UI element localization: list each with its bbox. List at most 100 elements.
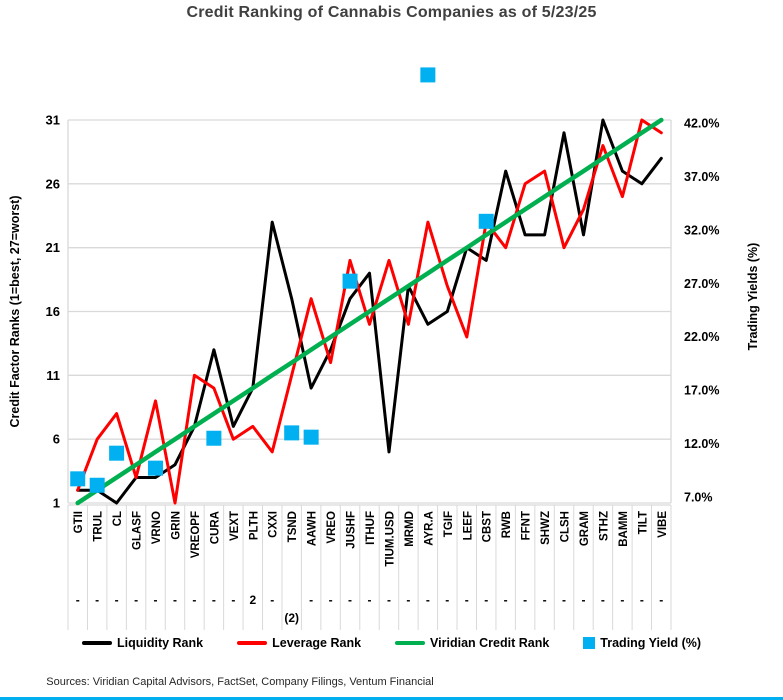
ticker-label: CXXI xyxy=(268,511,280,538)
trading-yield-point xyxy=(109,445,125,461)
ticker-label: VEXT xyxy=(229,511,241,541)
ticker-label: TIUM.USD xyxy=(384,511,396,567)
ticker-label: VREOPF xyxy=(190,511,202,558)
trading-yield-point xyxy=(206,430,222,446)
trading-yield-point xyxy=(342,273,358,289)
change-row-value: - xyxy=(270,593,274,607)
ticker-label: GTII xyxy=(73,511,85,533)
change-row-value: - xyxy=(601,593,605,607)
viridian-line-marker-icon xyxy=(395,641,426,645)
change-row-value: - xyxy=(504,593,508,607)
ticker-label: ITHUF xyxy=(365,511,377,545)
change-row-value: - xyxy=(543,593,547,607)
ticker-label: PLTH xyxy=(248,511,260,540)
change-row-value: - xyxy=(368,593,372,607)
right-axis-tick-label: 22.0% xyxy=(684,330,719,344)
right-axis-tick-label: 42.0% xyxy=(684,117,719,131)
legend-label: Viridian Credit Rank xyxy=(430,636,550,650)
ticker-label: GRAM xyxy=(579,511,591,546)
series-line-leverage-rank xyxy=(76,118,663,505)
ticker-label: TRUL xyxy=(93,511,105,542)
change-row-value: - xyxy=(426,593,430,607)
leverage-line-marker-icon xyxy=(237,641,268,645)
legend-item-viridian: Viridian Credit Rank xyxy=(395,636,549,650)
change-row-value: - xyxy=(76,593,80,607)
ticker-label: LEEF xyxy=(462,511,474,540)
ticker-label: TILT xyxy=(637,511,649,534)
left-axis-tick-label: 21 xyxy=(46,240,60,255)
left-axis-tick-label: 26 xyxy=(46,176,60,191)
legend-item-leverage: Leverage Rank xyxy=(237,636,361,650)
ticker-label: GRIN xyxy=(170,511,182,540)
trading-yield-point xyxy=(478,213,494,229)
change-row-value: - xyxy=(212,593,216,607)
ticker-label: RWB xyxy=(501,511,513,538)
right-axis-tick-label: 32.0% xyxy=(684,223,719,237)
change-row-value: - xyxy=(173,593,177,607)
change-row-value: - xyxy=(134,593,138,607)
change-row-value: - xyxy=(465,593,469,607)
left-axis-tick-label: 11 xyxy=(46,368,60,383)
chart-legend: Liquidity Rank Leverage Rank Viridian Cr… xyxy=(0,636,783,650)
ticker-label: BAMM xyxy=(618,511,630,547)
left-axis-tick-label: 1 xyxy=(53,496,60,511)
ticker-label: GLASF xyxy=(132,511,144,550)
change-row-value: - xyxy=(231,593,235,607)
right-axis-tick-label: 7.0% xyxy=(684,491,713,505)
legend-label: Liquidity Rank xyxy=(116,636,204,650)
right-axis-tick-label: 37.0% xyxy=(684,170,719,184)
ticker-label: VRNO xyxy=(151,511,163,544)
change-row-value: - xyxy=(562,593,566,607)
ticker-label: TSND xyxy=(287,511,299,542)
trading-yield-point xyxy=(70,471,86,487)
ticker-label: CLSH xyxy=(560,511,572,542)
ticker-label: VIBE xyxy=(657,511,669,538)
change-row-value: - xyxy=(115,593,119,607)
trading-yield-point xyxy=(89,477,105,493)
change-row-value: - xyxy=(406,593,410,607)
change-row-value: (2) xyxy=(284,611,299,625)
right-axis-tick-label: 27.0% xyxy=(684,277,719,291)
series-line-liquidity-rank xyxy=(76,118,663,505)
ticker-label: JUSHF xyxy=(346,511,358,549)
ticker-label: CBST xyxy=(482,511,494,542)
change-row-value: - xyxy=(445,593,449,607)
change-row-value: - xyxy=(640,593,644,607)
ticker-label: AAWH xyxy=(307,511,319,546)
ticker-label: TGIF xyxy=(443,511,455,537)
left-axis-title: Credit Factor Ranks (1=best, 27=worst) xyxy=(8,195,22,427)
change-row-value: - xyxy=(387,593,391,607)
right-axis-tick-label: 12.0% xyxy=(684,437,719,451)
right-axis-title: Trading Yields (%) xyxy=(746,243,760,351)
change-row-value: - xyxy=(348,593,352,607)
change-row-value: - xyxy=(659,593,663,607)
legend-label: Trading Yield (%) xyxy=(600,636,702,650)
legend-label: Leverage Rank xyxy=(272,636,362,650)
ticker-label: CURA xyxy=(209,511,221,544)
trading-yield-square-marker-icon xyxy=(583,637,596,649)
series-line-viridian-credit-rank xyxy=(75,117,664,506)
left-axis-tick-label: 31 xyxy=(46,113,60,128)
left-axis-tick-label: 16 xyxy=(46,304,60,319)
ticker-label: FFNT xyxy=(521,511,533,540)
change-row-value: - xyxy=(309,593,313,607)
liquidity-line-marker-icon xyxy=(81,641,112,645)
change-row-value: - xyxy=(484,593,488,607)
ticker-label: MRMD xyxy=(404,511,416,547)
trading-yield-point xyxy=(284,425,300,441)
right-axis-tick-label: 17.0% xyxy=(684,384,719,398)
change-row-value: 2 xyxy=(249,593,256,607)
change-row-value: - xyxy=(620,593,624,607)
ticker-label: STHZ xyxy=(598,511,610,541)
trading-yield-point xyxy=(148,460,164,476)
legend-item-trading-yield: Trading Yield (%) xyxy=(583,636,701,650)
change-row-value: - xyxy=(154,593,158,607)
legend-item-liquidity: Liquidity Rank xyxy=(81,636,204,650)
ticker-label: AYR.A xyxy=(423,511,435,546)
change-row-value: - xyxy=(192,593,196,607)
ticker-label: SHWZ xyxy=(540,511,552,545)
chart-title: Credit Ranking of Cannabis Companies as … xyxy=(186,4,597,21)
change-row-value: - xyxy=(95,593,99,607)
